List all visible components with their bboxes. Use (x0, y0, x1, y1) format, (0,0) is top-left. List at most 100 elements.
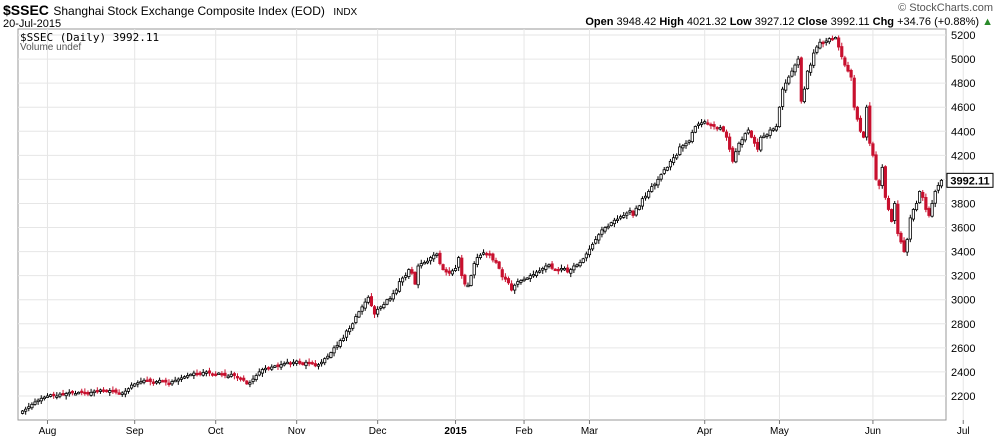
candle-body (865, 106, 869, 138)
candle-body (815, 46, 819, 53)
candle-body (634, 207, 638, 216)
candle-body (497, 261, 501, 269)
candle-body (781, 88, 785, 107)
brand-label: © StockCharts.com (898, 2, 993, 14)
candle-body (921, 191, 925, 198)
candle-body (562, 268, 567, 271)
candle-body (743, 133, 747, 141)
candle-body (320, 361, 324, 365)
candle-body (83, 391, 87, 395)
candle-body (126, 388, 131, 392)
candle-body (214, 373, 218, 376)
candle-body (195, 372, 199, 376)
candle-body (304, 361, 308, 367)
candle-body (622, 215, 626, 218)
candle-body (896, 203, 900, 234)
series-legend: $SSEC (Daily) 3992.11 (20, 31, 160, 44)
candle-body (488, 253, 492, 256)
candle-body (790, 70, 794, 77)
candle-body (466, 284, 470, 288)
candle-body (120, 392, 124, 395)
candle-body (746, 129, 750, 134)
x-tick-label: Aug (39, 426, 57, 437)
candle-body (413, 271, 417, 285)
candle-body (385, 299, 389, 305)
candle-body (235, 376, 240, 379)
candle-body (787, 76, 791, 84)
candle-body (105, 389, 109, 393)
candle-body (628, 210, 632, 213)
candle-body (650, 186, 654, 192)
candle-body (597, 234, 601, 241)
candle-body (759, 136, 763, 151)
candle-body (855, 106, 859, 120)
candle-body (257, 371, 261, 376)
candle-body (223, 372, 227, 376)
candle-body (98, 389, 103, 392)
candle-body (326, 355, 330, 359)
volume-legend: Volume undef (20, 42, 82, 53)
candle-body (659, 174, 663, 180)
candle-body (519, 280, 523, 283)
candle-body (64, 393, 68, 397)
chart-title-line: $SSEC Shanghai Stock Exchange Composite … (3, 2, 357, 20)
candle-body (696, 123, 701, 126)
candle-body (285, 361, 289, 365)
candle-body (572, 265, 576, 271)
candle-body (902, 240, 906, 252)
candle-body (77, 391, 81, 395)
candle-body (391, 293, 395, 300)
candle-body (220, 373, 224, 376)
open-label: Open (585, 16, 614, 28)
candle-body (899, 232, 903, 243)
candle-body (681, 145, 685, 149)
candle-body (871, 143, 875, 156)
candle-body (762, 135, 766, 138)
candle-body (142, 379, 146, 383)
plot-area (17, 28, 947, 421)
candle-body (886, 197, 891, 210)
candle-body (494, 260, 498, 263)
candle-body (248, 382, 252, 385)
candle-body (382, 304, 386, 309)
candle-body (291, 361, 296, 365)
candle-body (905, 239, 909, 253)
candle-body (700, 122, 704, 125)
symbol-label: $SSEC (3, 2, 49, 18)
candle-body (42, 396, 46, 400)
candle-body (600, 229, 604, 235)
candle-body (376, 308, 380, 315)
candle-body (447, 270, 451, 274)
candle-body (129, 384, 134, 389)
candle-body (703, 121, 707, 124)
candle-body (179, 377, 183, 380)
candle-body (843, 57, 847, 66)
candle-body (39, 397, 43, 402)
candle-body (357, 311, 361, 318)
candle-body (217, 372, 221, 375)
candle-body (463, 274, 467, 285)
candle-body (619, 216, 623, 219)
open-value: 3948.42 (616, 16, 657, 28)
candle-body (323, 358, 327, 364)
candle-body (167, 382, 171, 385)
candle-body (774, 126, 778, 131)
candle-body (587, 248, 592, 256)
x-tick-label: Nov (288, 426, 306, 437)
candle-body (469, 275, 473, 286)
candle-body (348, 328, 352, 333)
candle-body (410, 269, 414, 274)
candle-body (594, 239, 598, 244)
candle-body (858, 117, 863, 132)
candle-body (559, 268, 564, 271)
candle-body (363, 301, 367, 309)
candle-body (254, 375, 258, 380)
candle-body (139, 381, 143, 384)
candle-body (379, 306, 383, 309)
candle-body (164, 379, 168, 383)
candle-body (861, 131, 866, 138)
candle-body (73, 393, 78, 396)
candle-body (883, 166, 887, 198)
candle-body (95, 390, 99, 393)
candle-body (911, 209, 915, 220)
